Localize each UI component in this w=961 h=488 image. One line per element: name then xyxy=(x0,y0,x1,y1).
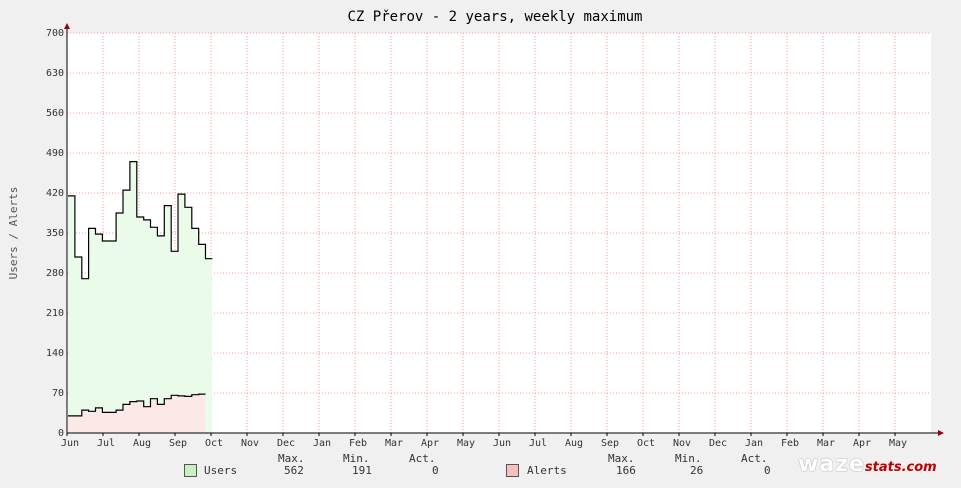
users-min-value: 191 xyxy=(352,464,372,477)
alerts-line xyxy=(68,393,206,417)
users-max-header: Max. xyxy=(278,452,305,465)
y-axis-label: Users / Alerts xyxy=(7,187,20,280)
x-tick-label: Sep xyxy=(169,438,187,449)
users-act-value: 0 xyxy=(432,464,439,477)
y-tick-label: 280 xyxy=(46,268,64,279)
x-tick-label: Oct xyxy=(637,438,655,449)
x-tick-label: Apr xyxy=(421,438,439,449)
y-tick-label: 0 xyxy=(58,428,64,439)
axes xyxy=(64,23,944,436)
x-tick-label: Mar xyxy=(817,438,835,449)
users-legend-label: Users xyxy=(204,464,238,477)
y-tick-label: 70 xyxy=(52,388,64,399)
weekly-maximum-chart: CZ Přerov - 2 years, weekly maximum User… xyxy=(7,9,944,449)
x-tick-label: Dec xyxy=(709,438,727,449)
alerts-act-value: 0 xyxy=(764,464,771,477)
alerts-min-value: 26 xyxy=(690,464,704,477)
users-line xyxy=(68,161,213,280)
x-tick-labels: Jun Jul Aug Sep Oct Nov Dec Jan Feb Mar Apr May Jun J… xyxy=(61,438,907,449)
y-tick-label: 630 xyxy=(46,68,64,79)
y-tick-label: 700 xyxy=(46,28,64,39)
grid xyxy=(66,32,931,436)
series-areas xyxy=(68,161,213,433)
series-lines xyxy=(68,161,213,417)
y-tick-label: 420 xyxy=(46,188,64,199)
x-tick-label: Oct xyxy=(205,438,223,449)
x-tick-label: Jan xyxy=(313,438,331,449)
y-axis-arrow-icon xyxy=(64,23,70,29)
x-tick-label: Jun xyxy=(493,438,511,449)
users-swatch xyxy=(184,464,197,477)
logo-stats-text: stats.com xyxy=(864,460,937,475)
x-tick-label: May xyxy=(457,438,475,449)
x-tick-label: Jun xyxy=(61,438,79,449)
users-act-header: Act. xyxy=(409,452,436,465)
x-axis-arrow-icon xyxy=(938,430,944,436)
y-tick-label: 140 xyxy=(46,348,64,359)
x-tick-label: Feb xyxy=(781,438,799,449)
alerts-min-header: Min. xyxy=(675,452,702,465)
x-tick-label: Sep xyxy=(601,438,619,449)
alerts-max-value: 166 xyxy=(616,464,636,477)
x-tick-label: Jul xyxy=(97,438,115,449)
x-tick-label: Aug xyxy=(565,438,583,449)
x-tick-label: Dec xyxy=(277,438,295,449)
users-area xyxy=(68,161,213,433)
chart-title: CZ Přerov - 2 years, weekly maximum xyxy=(347,9,642,25)
logo-waze-text: waze xyxy=(798,452,865,477)
alerts-act-header: Act. xyxy=(741,452,768,465)
x-tick-label: Apr xyxy=(853,438,871,449)
users-max-value: 562 xyxy=(284,464,304,477)
x-tick-label: Aug xyxy=(133,438,151,449)
y-tick-label: 490 xyxy=(46,148,64,159)
y-tick-label: 560 xyxy=(46,108,64,119)
x-tick-label: Nov xyxy=(241,438,259,449)
y-tick-labels: 0 70 140 210 280 350 420 490 560 630 700 xyxy=(46,28,64,439)
users-min-header: Min. xyxy=(343,452,370,465)
x-tick-label: Jan xyxy=(745,438,763,449)
legend: Max. Min. Act. Users 562 191 0 Max. Min.… xyxy=(0,452,961,488)
x-tick-label: Mar xyxy=(385,438,403,449)
y-tick-label: 350 xyxy=(46,228,64,239)
x-tick-label: Jul xyxy=(529,438,547,449)
alerts-legend-label: Alerts xyxy=(527,464,567,477)
x-tick-label: Feb xyxy=(349,438,367,449)
alerts-swatch xyxy=(506,464,519,477)
alerts-max-header: Max. xyxy=(608,452,635,465)
x-tick-label: May xyxy=(889,438,907,449)
wazestats-logo: wazestats.com xyxy=(798,452,938,480)
x-tick-label: Nov xyxy=(673,438,691,449)
y-tick-label: 210 xyxy=(46,308,64,319)
alerts-area xyxy=(68,394,206,433)
